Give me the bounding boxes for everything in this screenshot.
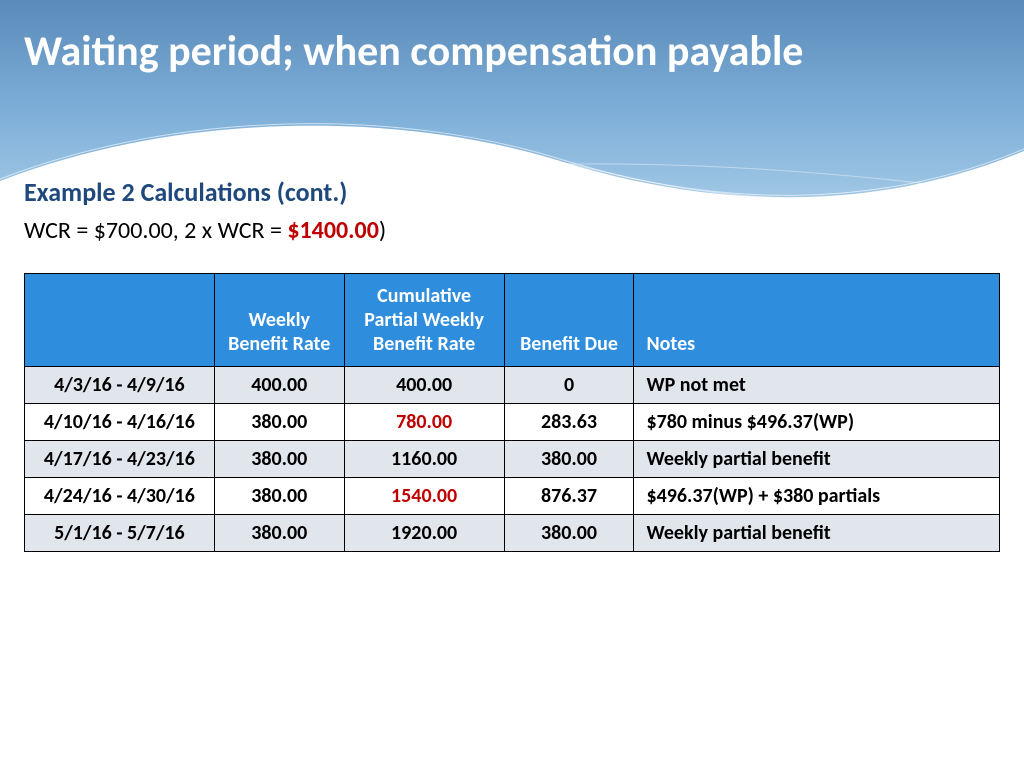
cell-date: 4/3/16 - 4/9/16 xyxy=(25,367,215,404)
benefit-calculation-table: Weekly Benefit Rate Cumulative Partial W… xyxy=(24,273,1000,552)
wcr-amount: $1400.00 xyxy=(287,216,379,245)
col-header-notes: Notes xyxy=(634,274,1000,367)
slide-title: Waiting period; when compensation payabl… xyxy=(24,26,803,77)
col-header-date xyxy=(25,274,215,367)
cell-date: 5/1/16 - 5/7/16 xyxy=(25,515,215,552)
cell-notes: $496.37(WP) + $380 partials xyxy=(634,478,1000,515)
wcr-suffix: ) xyxy=(379,216,386,245)
cell-due: 876.37 xyxy=(504,478,634,515)
cell-cumulative: 780.00 xyxy=(344,404,504,441)
cell-wbr: 380.00 xyxy=(214,441,344,478)
cell-wbr: 380.00 xyxy=(214,515,344,552)
cell-wbr: 400.00 xyxy=(214,367,344,404)
cell-wbr: 380.00 xyxy=(214,404,344,441)
cell-cumulative: 1540.00 xyxy=(344,478,504,515)
col-header-cum: Cumulative Partial Weekly Benefit Rate xyxy=(344,274,504,367)
cell-due: 380.00 xyxy=(504,515,634,552)
cell-due: 0 xyxy=(504,367,634,404)
table-row: 4/24/16 - 4/30/16380.001540.00876.37$496… xyxy=(25,478,1000,515)
cell-due: 283.63 xyxy=(504,404,634,441)
col-header-wbr: Weekly Benefit Rate xyxy=(214,274,344,367)
table-row: 4/3/16 - 4/9/16400.00400.000WP not met xyxy=(25,367,1000,404)
col-header-due: Benefit Due xyxy=(504,274,634,367)
cell-notes: Weekly partial benefit xyxy=(634,515,1000,552)
wcr-prefix: WCR = $700.00, 2 x WCR = xyxy=(24,216,287,245)
table-row: 5/1/16 - 5/7/16380.001920.00380.00Weekly… xyxy=(25,515,1000,552)
cell-wbr: 380.00 xyxy=(214,478,344,515)
cell-notes: $780 minus $496.37(WP) xyxy=(634,404,1000,441)
cell-date: 4/10/16 - 4/16/16 xyxy=(25,404,215,441)
cell-cumulative: 400.00 xyxy=(344,367,504,404)
slide-content: Example 2 Calculations (cont.) WCR = $70… xyxy=(24,176,1000,552)
cell-notes: Weekly partial benefit xyxy=(634,441,1000,478)
table-row: 4/10/16 - 4/16/16380.00780.00283.63$780 … xyxy=(25,404,1000,441)
example-subtitle: Example 2 Calculations (cont.) xyxy=(24,176,1000,208)
cell-date: 4/24/16 - 4/30/16 xyxy=(25,478,215,515)
table-row: 4/17/16 - 4/23/16380.001160.00380.00Week… xyxy=(25,441,1000,478)
cell-cumulative: 1160.00 xyxy=(344,441,504,478)
wcr-formula-line: WCR = $700.00, 2 x WCR = $1400.00) xyxy=(24,216,1000,245)
cell-notes: WP not met xyxy=(634,367,1000,404)
table-header-row: Weekly Benefit Rate Cumulative Partial W… xyxy=(25,274,1000,367)
cell-cumulative: 1920.00 xyxy=(344,515,504,552)
cell-due: 380.00 xyxy=(504,441,634,478)
cell-date: 4/17/16 - 4/23/16 xyxy=(25,441,215,478)
